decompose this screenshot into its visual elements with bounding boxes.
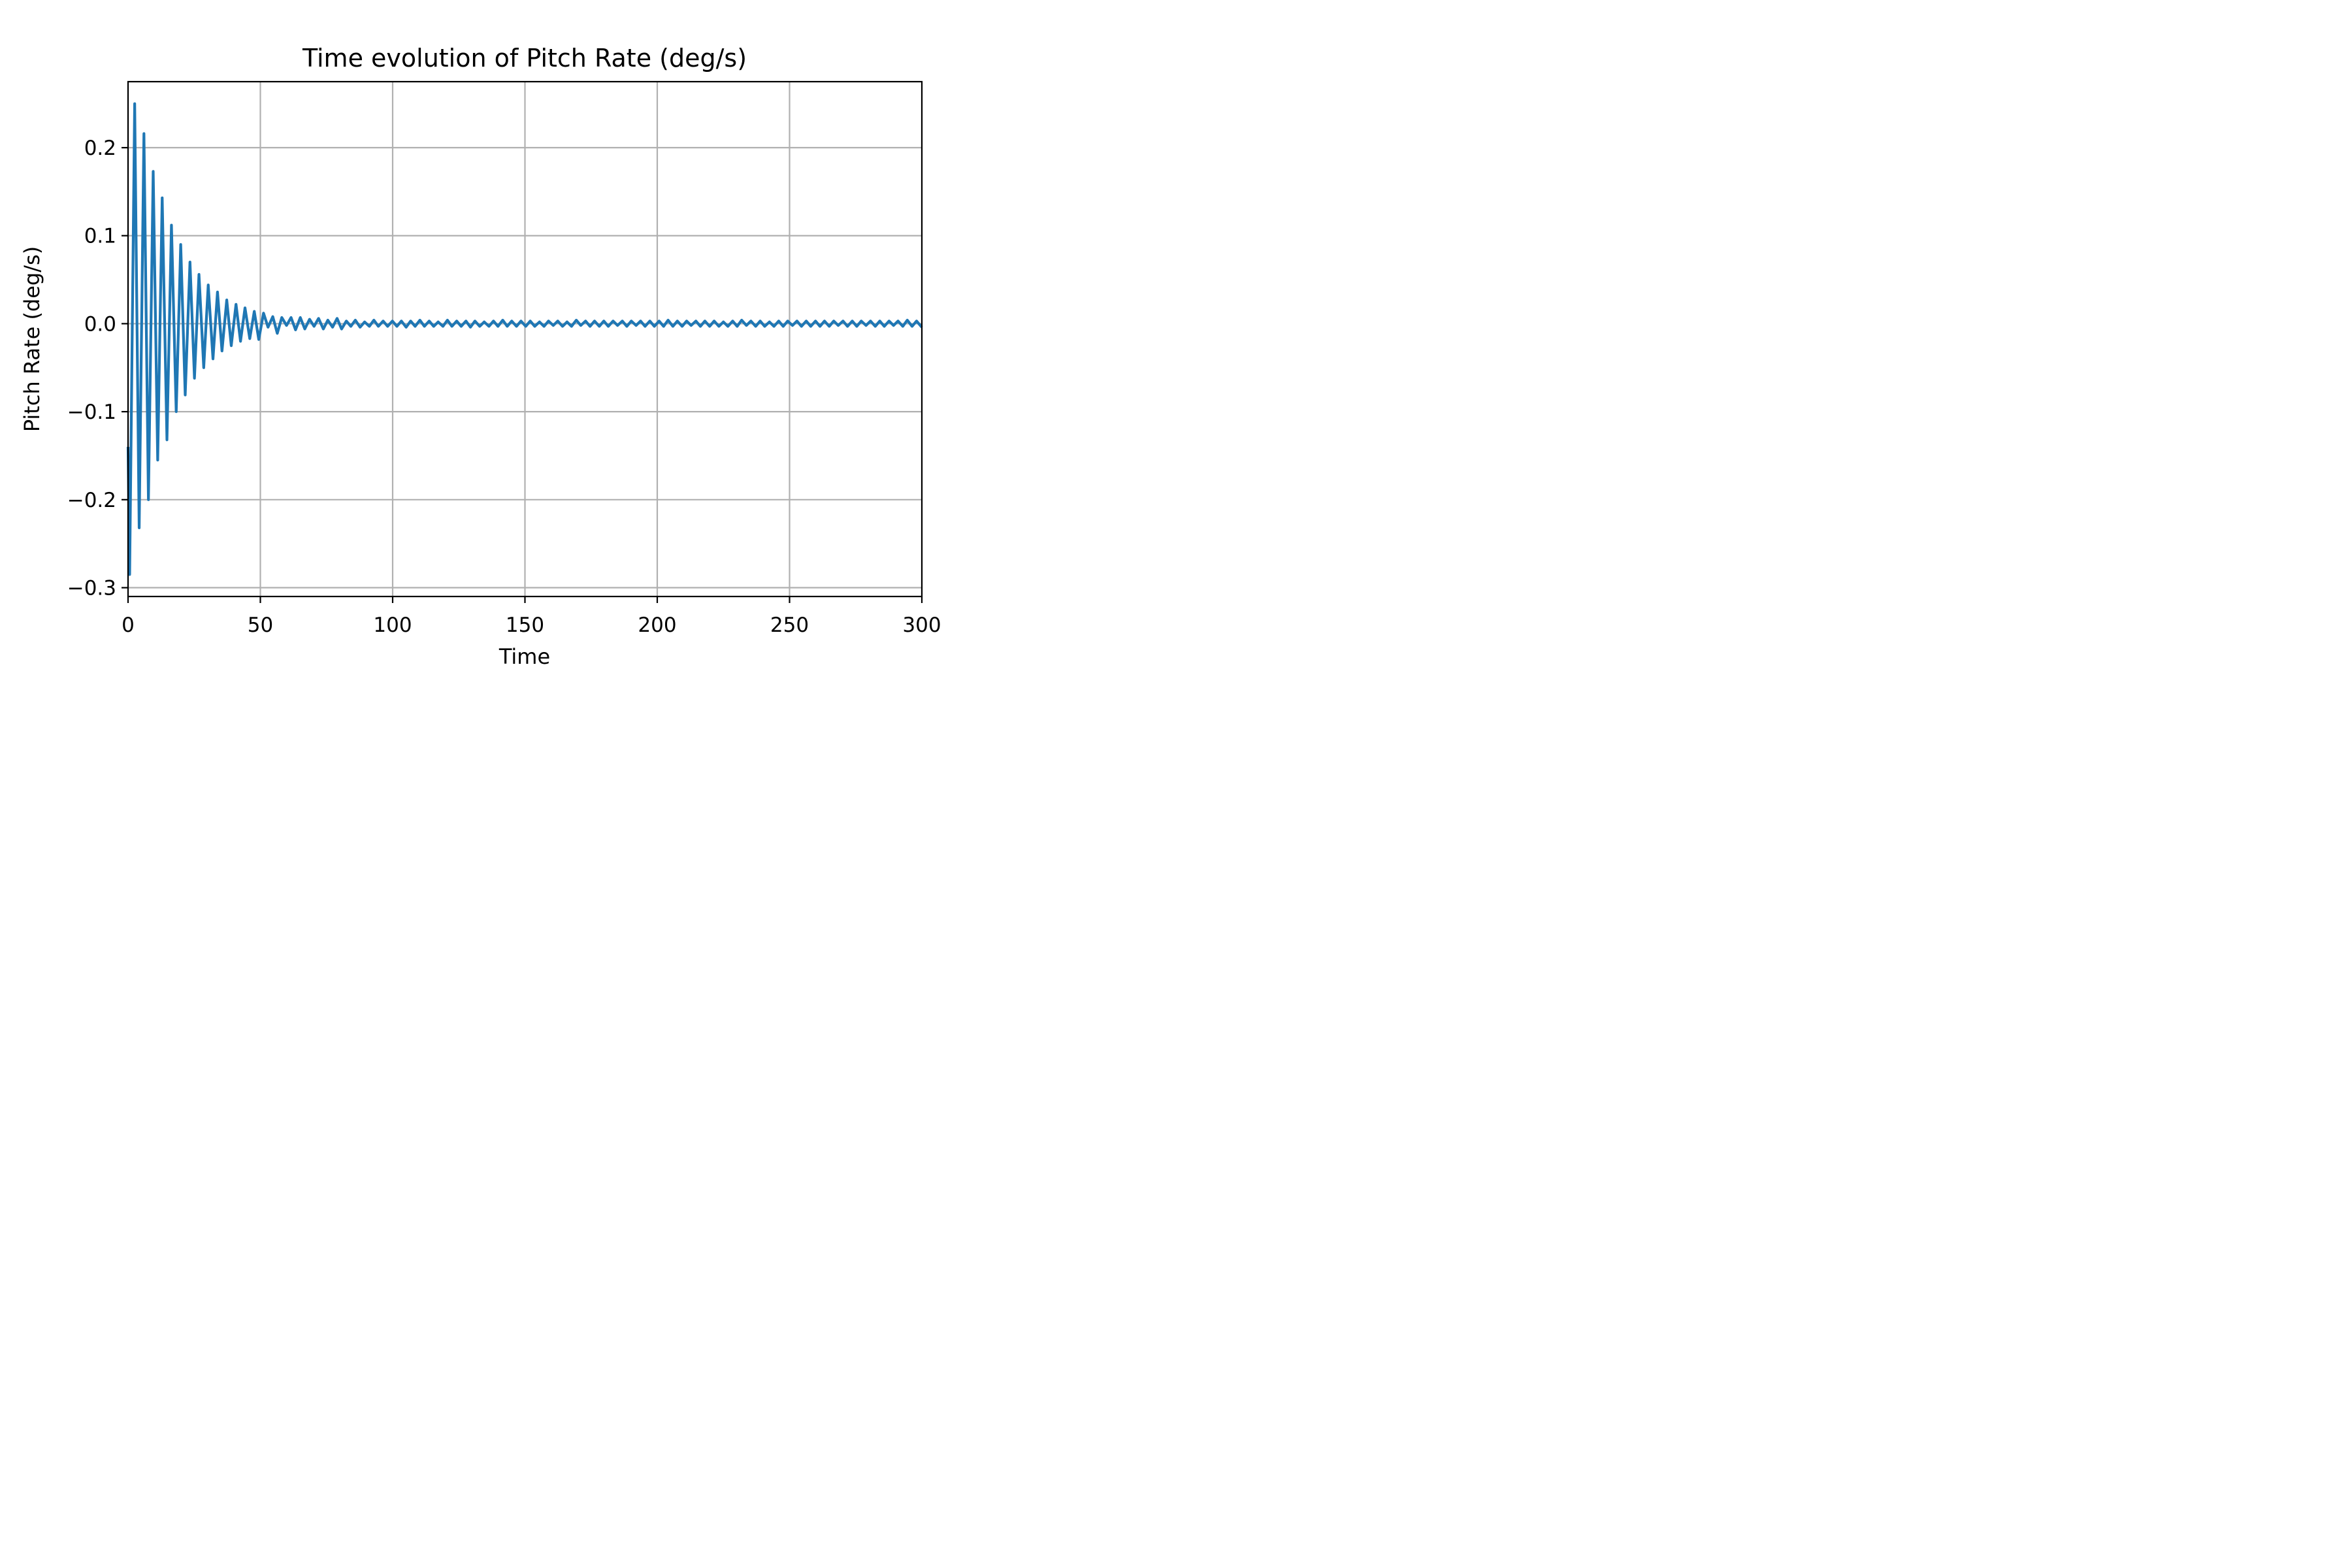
chart-title: Time evolution of Pitch Rate (deg/s): [302, 44, 747, 73]
x-tick-label: 250: [770, 613, 809, 637]
x-tick-label: 0: [122, 613, 135, 637]
y-axis-label: Pitch Rate (deg/s): [20, 246, 44, 432]
y-tick-label: 0.2: [84, 137, 116, 160]
x-axis-label: Time: [498, 644, 550, 669]
plot-area: [126, 102, 923, 576]
y-tick-label: 0.0: [84, 312, 116, 336]
chart-figure: 0 50 100 150 200 250 300−0.3−0.2−0.10.00.10.2 …: [0, 0, 1010, 678]
x-tick-label: 100: [373, 613, 412, 637]
y-tick-label: −0.1: [67, 400, 116, 424]
x-tick-label: 50: [248, 613, 273, 637]
x-tick-label: 150: [506, 613, 544, 637]
x-tick-label: 200: [638, 613, 676, 637]
axes: 0 50 100 150 200 250 300 −0.3 −0.2 −0.1 0.0 0.1 0.2: [67, 80, 941, 637]
y-tick-label: −0.3: [67, 577, 116, 600]
y-tick-label: −0.2: [67, 489, 116, 512]
x-tick-label: 300: [902, 613, 941, 637]
pitch-rate-line: [126, 102, 923, 576]
y-tick-label: 0.1: [84, 225, 116, 248]
